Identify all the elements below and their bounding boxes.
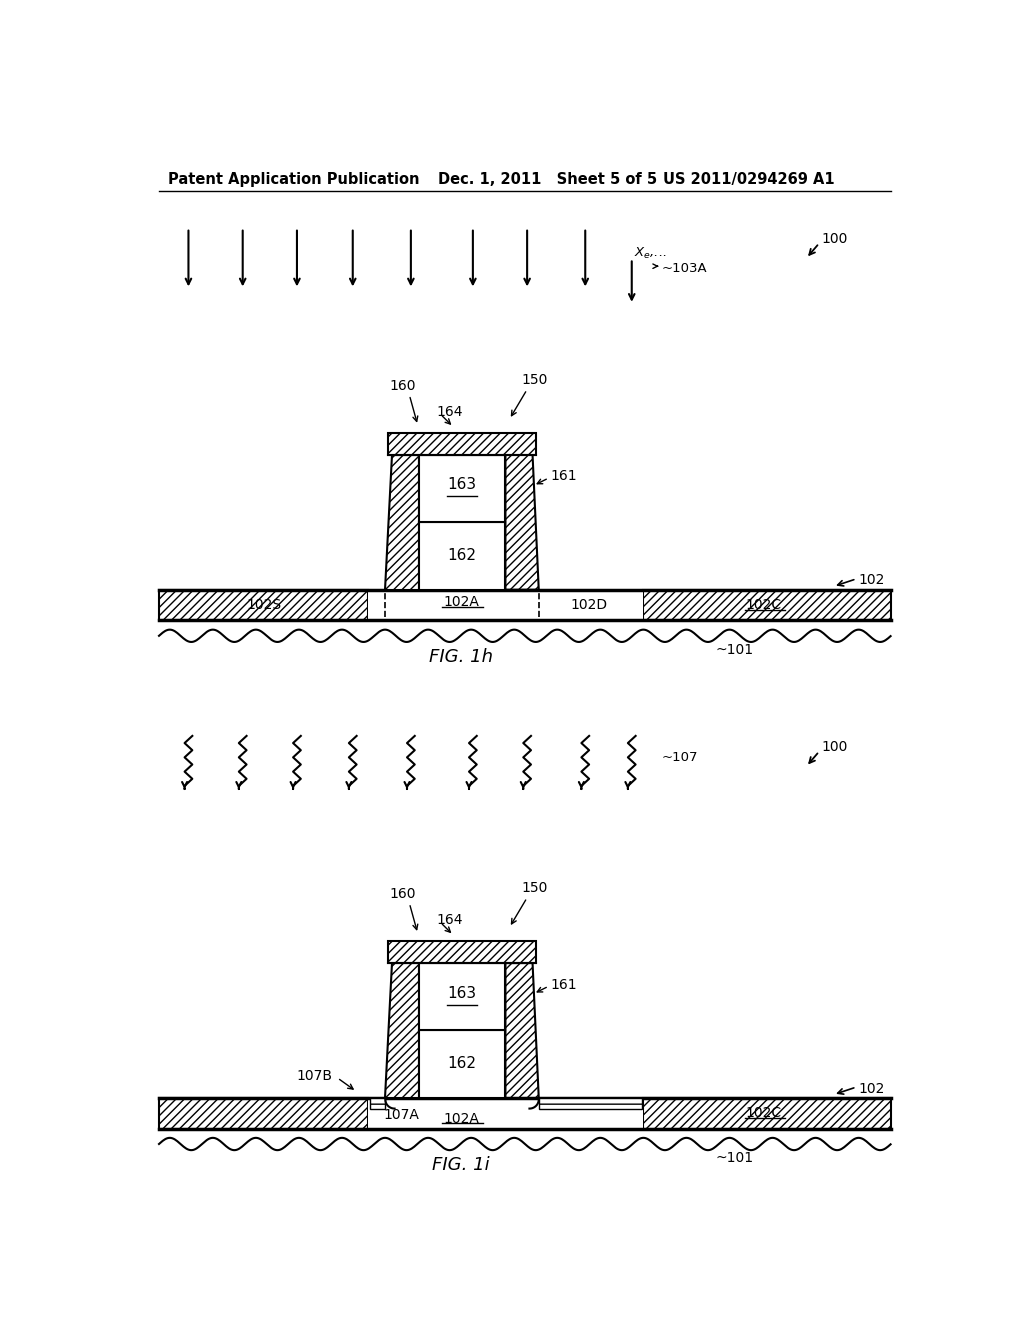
Text: 161: 161 [550,470,577,483]
Text: ~101: ~101 [716,643,754,656]
Text: 102D: 102D [570,598,607,612]
Bar [369,590,643,620]
Bar [369,1098,643,1129]
Text: 161: 161 [550,978,577,991]
Polygon shape [385,964,419,1098]
Text: 102A: 102A [443,595,479,609]
Bar [159,590,369,620]
Text: ~103A: ~103A [662,261,707,275]
Bar [643,590,891,620]
Bar [419,1030,506,1098]
Text: FIG. 1i: FIG. 1i [432,1156,490,1173]
Polygon shape [506,964,539,1098]
Text: $X_e$,...: $X_e$,... [634,246,667,260]
Text: 163: 163 [447,986,476,1001]
Text: ~101: ~101 [716,1151,754,1164]
Text: 100: 100 [821,741,848,755]
Text: 107A: 107A [384,1107,420,1122]
Polygon shape [385,455,419,590]
Bar [539,1098,642,1109]
Bar [388,433,537,455]
Text: 102S: 102S [246,598,282,612]
Bar [369,1110,643,1126]
Text: 164: 164 [436,405,463,418]
Text: 163: 163 [447,478,476,492]
Bar [370,1098,385,1109]
Text: 102: 102 [858,1081,885,1096]
Bar [388,941,537,964]
Text: 102A: 102A [443,1113,479,1126]
Text: 107B: 107B [297,1069,333,1084]
Text: Dec. 1, 2011   Sheet 5 of 5: Dec. 1, 2011 Sheet 5 of 5 [438,173,657,187]
Text: 102C: 102C [745,598,781,612]
Text: 160: 160 [390,379,417,393]
Polygon shape [506,455,539,590]
Bar [419,964,506,1030]
Bar [419,455,506,521]
Text: 160: 160 [390,887,417,902]
Text: 102: 102 [858,573,885,587]
Text: 102C: 102C [745,1106,781,1121]
Text: Patent Application Publication: Patent Application Publication [168,173,420,187]
Text: FIG. 1h: FIG. 1h [429,648,494,665]
Text: 164: 164 [436,913,463,927]
Text: 150: 150 [521,882,548,895]
Text: US 2011/0294269 A1: US 2011/0294269 A1 [663,173,835,187]
Bar [643,1098,891,1129]
Text: 162: 162 [447,548,476,564]
Text: 100: 100 [821,232,848,247]
Bar [419,521,506,590]
Text: 150: 150 [521,374,548,387]
Text: 162: 162 [447,1056,476,1072]
Bar [159,1098,369,1129]
Text: ~107: ~107 [662,751,697,764]
